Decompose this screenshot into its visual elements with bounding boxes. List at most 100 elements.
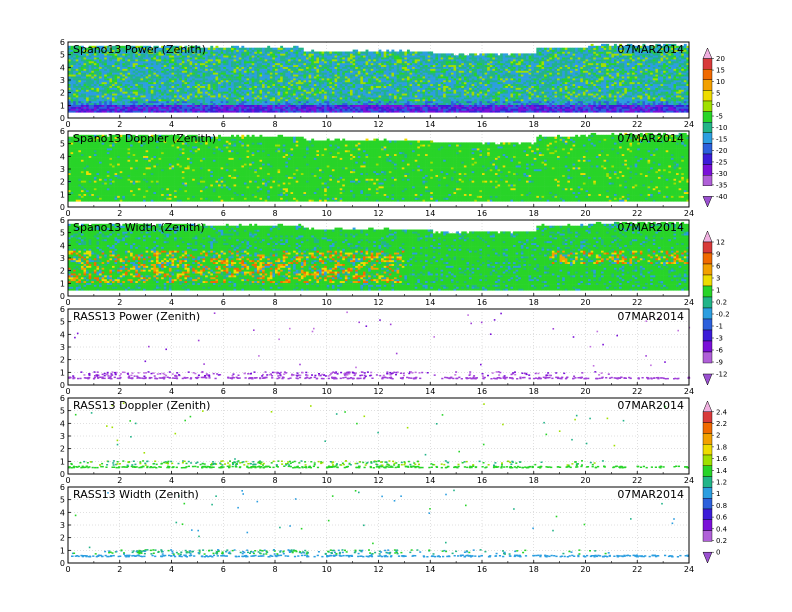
heatmap-cell	[127, 89, 131, 92]
heatmap-cell	[171, 78, 175, 81]
heatmap-cell	[435, 89, 439, 92]
heatmap-cell	[192, 104, 196, 107]
heatmap-cell	[440, 83, 444, 86]
heatmap-cell	[375, 99, 379, 102]
heatmap-cell	[256, 59, 260, 62]
heatmap-cell	[91, 76, 95, 79]
heatmap-cell	[427, 70, 431, 73]
heatmap-cell	[339, 80, 343, 83]
heatmap-cell	[383, 102, 387, 105]
heatmap-cell	[127, 72, 131, 75]
heatmap-cell	[106, 72, 110, 75]
heatmap-cell	[171, 66, 175, 69]
heatmap-cell	[96, 62, 100, 66]
heatmap-cell	[155, 91, 159, 94]
heatmap-cell	[78, 76, 82, 79]
heatmap-cell	[386, 80, 390, 83]
heatmap-cell	[78, 80, 82, 83]
heatmap-cell	[197, 59, 201, 62]
heatmap-cell	[243, 83, 247, 86]
heatmap-cell	[238, 68, 242, 71]
heatmap-cell	[130, 49, 133, 52]
heatmap-cell	[321, 85, 325, 88]
heatmap-cell	[259, 95, 263, 98]
heatmap-cell	[243, 72, 247, 75]
heatmap-cell	[308, 59, 312, 62]
heatmap-cell	[378, 76, 382, 79]
heatmap-cell	[352, 74, 356, 77]
heatmap-cell	[339, 72, 343, 75]
heatmap-cell	[70, 59, 74, 62]
heatmap-cell	[251, 49, 255, 52]
heatmap-cell	[249, 53, 253, 56]
heatmap-cell	[331, 97, 335, 100]
heatmap-cell	[192, 91, 196, 94]
heatmap-cell	[243, 61, 247, 64]
heatmap-cell	[308, 108, 312, 111]
heatmap-cell	[109, 83, 113, 86]
heatmap-cell	[197, 53, 201, 56]
heatmap-cell	[124, 89, 128, 92]
heatmap-cell	[163, 110, 167, 113]
heatmap-cell	[347, 108, 351, 111]
heatmap-cell	[143, 51, 146, 54]
heatmap-cell	[246, 66, 250, 69]
heatmap-cell	[375, 110, 379, 113]
heatmap-cell	[114, 106, 118, 109]
heatmap-cell	[350, 97, 353, 100]
heatmap-cell	[386, 95, 390, 98]
heatmap-cell	[161, 83, 165, 86]
heatmap-cell	[150, 108, 154, 111]
heatmap-cell	[218, 97, 221, 100]
heatmap-cell	[241, 53, 245, 56]
heatmap-cell	[422, 110, 426, 113]
heatmap-cell	[344, 62, 348, 66]
heatmap-cell	[228, 91, 232, 94]
heatmap-cell	[220, 102, 224, 105]
heatmap-cell	[106, 99, 110, 102]
heatmap-cell	[365, 81, 369, 85]
heatmap-cell	[218, 106, 221, 109]
heatmap-cell	[153, 89, 157, 92]
heatmap-cell	[241, 62, 245, 66]
heatmap-cell	[192, 45, 196, 48]
heatmap-cell	[269, 99, 273, 102]
heatmap-cell	[86, 87, 89, 90]
heatmap-cell	[238, 87, 242, 90]
heatmap-cell	[205, 97, 209, 100]
heatmap-cell	[293, 53, 296, 56]
heatmap-cell	[181, 74, 185, 77]
heatmap-cell	[430, 81, 434, 85]
heatmap-cell	[241, 45, 245, 48]
heatmap-cell	[218, 49, 221, 52]
heatmap-cell	[106, 66, 110, 69]
heatmap-cell	[334, 93, 338, 96]
heatmap-cell	[293, 57, 296, 60]
heatmap-cell	[168, 78, 172, 81]
heatmap-cell	[300, 108, 304, 111]
heatmap-cell	[225, 108, 229, 111]
heatmap-cell	[404, 78, 408, 81]
heatmap-cell	[399, 104, 403, 107]
heatmap-cell	[236, 78, 240, 81]
heatmap-cell	[249, 91, 253, 94]
heatmap-cell	[285, 47, 289, 50]
heatmap-cell	[430, 70, 434, 73]
heatmap-cell	[68, 102, 71, 105]
heatmap-cell	[223, 74, 227, 77]
heatmap-cell	[417, 74, 421, 77]
heatmap-cell	[391, 108, 395, 111]
heatmap-cell	[111, 64, 115, 67]
heatmap-cell	[326, 62, 330, 66]
heatmap-cell	[388, 70, 392, 73]
heatmap-cell	[287, 80, 291, 83]
heatmap-cell	[443, 76, 447, 79]
heatmap-cell	[254, 89, 258, 92]
heatmap-cell	[350, 70, 353, 73]
heatmap-cell	[357, 110, 361, 113]
heatmap-cell	[401, 78, 405, 81]
heatmap-cell	[256, 53, 260, 56]
heatmap-cell	[150, 93, 154, 96]
heatmap-cell	[344, 80, 348, 83]
heatmap-cell	[259, 51, 263, 54]
